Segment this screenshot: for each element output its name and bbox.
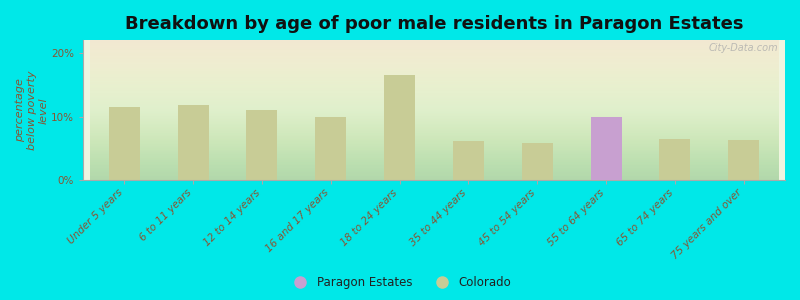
Bar bbox=[315, 117, 346, 180]
Bar bbox=[109, 107, 140, 180]
Bar bbox=[728, 140, 759, 180]
Bar bbox=[246, 110, 278, 180]
Bar bbox=[178, 105, 209, 180]
Bar bbox=[453, 141, 484, 180]
Text: City-Data.com: City-Data.com bbox=[708, 43, 778, 53]
Title: Breakdown by age of poor male residents in Paragon Estates: Breakdown by age of poor male residents … bbox=[125, 15, 743, 33]
Bar bbox=[659, 139, 690, 180]
Y-axis label: percentage
below poverty
level: percentage below poverty level bbox=[15, 70, 48, 150]
Bar bbox=[590, 117, 622, 180]
Bar bbox=[590, 122, 622, 180]
Bar bbox=[522, 143, 553, 180]
Bar bbox=[384, 75, 415, 180]
Legend: Paragon Estates, Colorado: Paragon Estates, Colorado bbox=[284, 272, 516, 294]
